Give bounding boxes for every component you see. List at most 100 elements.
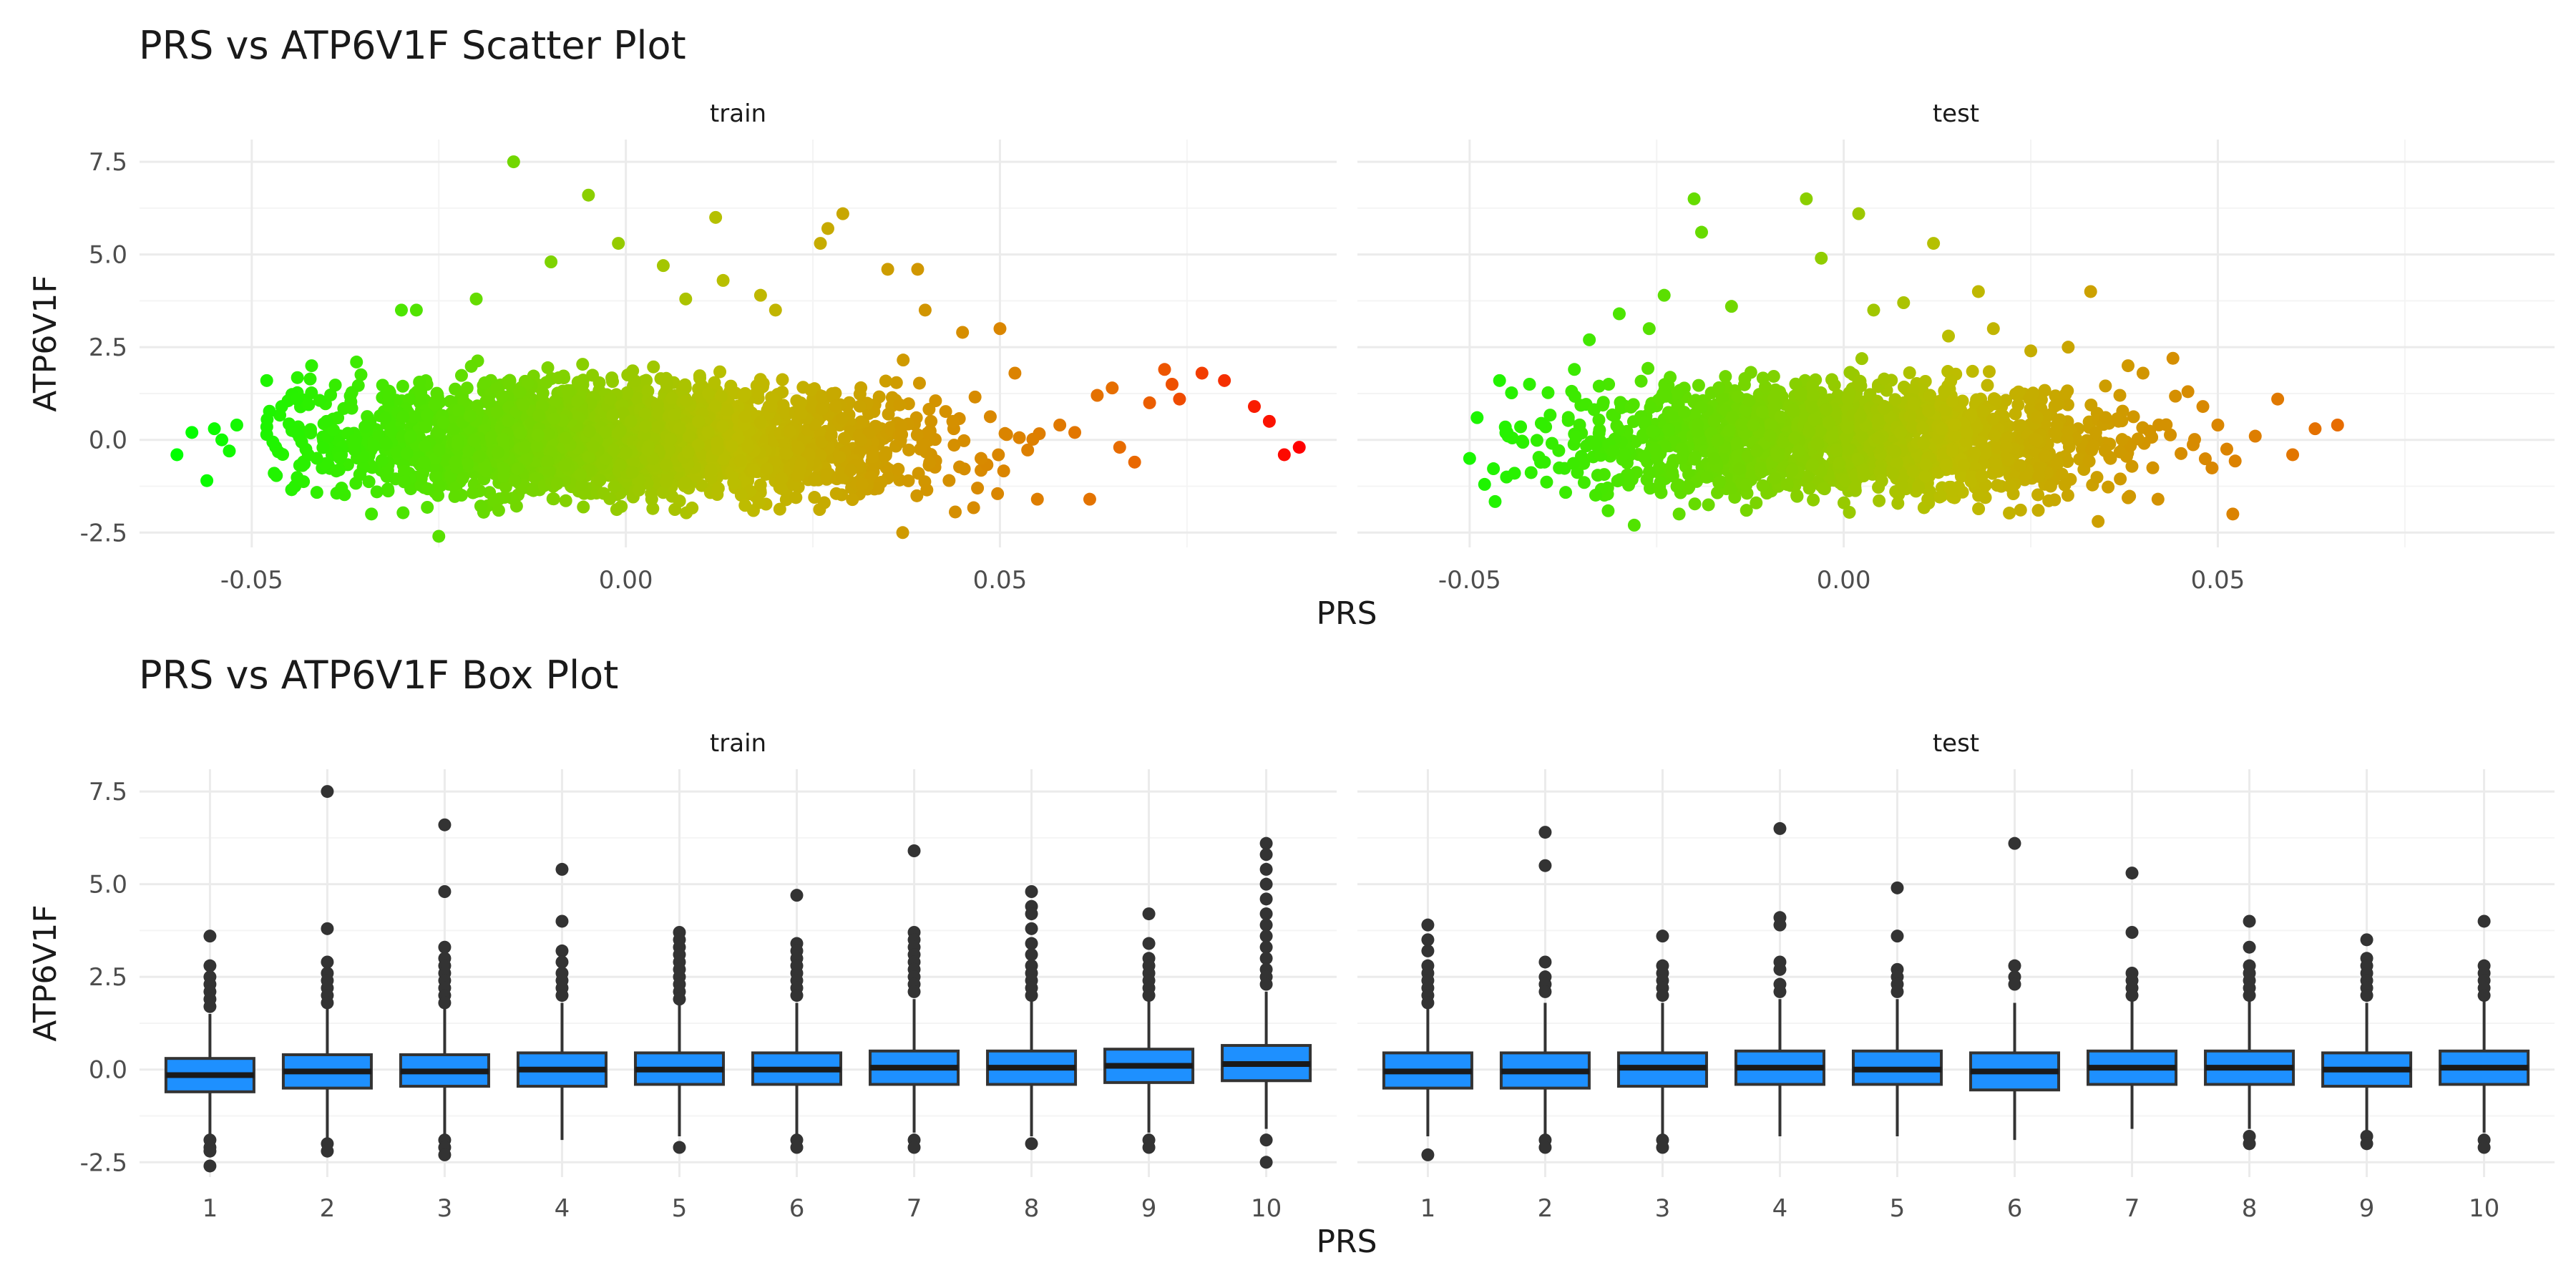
scatter-point — [541, 454, 555, 468]
scatter-point — [794, 396, 807, 409]
scatter-point — [2115, 433, 2129, 447]
scatter-point — [2110, 412, 2124, 426]
scatter-point — [2042, 494, 2056, 507]
scatter-point — [1634, 374, 1648, 388]
scatter-point — [599, 452, 613, 466]
box-outlier — [1259, 952, 1273, 965]
scatter-point — [713, 365, 727, 379]
scatter-point — [1611, 474, 1624, 488]
scatter-point — [507, 155, 520, 169]
scatter-point — [1988, 429, 2001, 442]
scatter-point — [2121, 359, 2135, 373]
scatter-point — [545, 255, 558, 268]
scatter-point — [478, 376, 492, 390]
scatter-point — [1165, 378, 1179, 391]
scatter-point — [2166, 351, 2180, 365]
scatter-point — [593, 474, 607, 487]
scatter-point — [2055, 467, 2069, 481]
scatter-point — [2169, 389, 2182, 403]
scatter-point — [290, 426, 303, 439]
scatter-point — [1534, 416, 1548, 430]
scatter-point — [421, 482, 434, 496]
scatter-point — [1592, 379, 1606, 393]
scatter-point — [838, 431, 852, 445]
scatter-point — [394, 303, 408, 317]
scatter-point — [836, 471, 849, 484]
scatter-point — [1677, 406, 1691, 419]
scatter-point — [1948, 429, 1961, 442]
scatter-point — [902, 474, 915, 487]
scatter-point — [570, 394, 584, 408]
scatter-point — [993, 322, 1007, 336]
box-outlier — [555, 944, 569, 957]
scatter-point — [1733, 462, 1747, 476]
scatter-point — [1715, 391, 1729, 405]
scatter-point — [2187, 438, 2200, 452]
scatter-point — [310, 452, 323, 465]
scatter-point — [844, 464, 857, 477]
scatter-point — [1938, 403, 1952, 416]
scatter-point — [1644, 482, 1657, 495]
scatter-point — [439, 453, 452, 467]
scatter-point — [1918, 469, 1932, 483]
scatter-point — [1670, 387, 1684, 401]
scatter-point — [2090, 471, 2104, 484]
scatter-point — [2099, 411, 2112, 424]
x-tick-label: 7 — [2124, 1194, 2140, 1223]
scatter-point — [2196, 400, 2210, 414]
scatter-point — [1802, 482, 1816, 495]
box-outlier — [438, 885, 452, 898]
box-y-tick-label: 7.5 — [89, 778, 127, 806]
scatter-point — [997, 464, 1010, 478]
scatter-point — [1712, 476, 1726, 489]
scatter-point — [492, 504, 505, 517]
scatter-point — [1487, 462, 1501, 476]
scatter-point — [1601, 504, 1615, 517]
scatter-point — [1848, 481, 1862, 494]
box-y-tick-label: 0.0 — [89, 1056, 127, 1085]
scatter-point — [2009, 407, 2022, 421]
scatter-point — [466, 486, 479, 499]
scatter-point — [2286, 448, 2300, 462]
scatter-point — [918, 303, 932, 317]
scatter-point — [1853, 410, 1867, 424]
scatter-point — [1740, 478, 1753, 492]
scatter-point — [487, 494, 501, 507]
scatter-point — [482, 395, 496, 409]
scatter-point — [2061, 489, 2074, 502]
scatter-point — [304, 426, 318, 440]
scatter-point — [370, 485, 384, 499]
scatter-point — [953, 460, 967, 474]
scatter-point — [1530, 434, 1543, 447]
scatter-point — [660, 371, 673, 385]
scatter-point — [1583, 333, 1596, 346]
scatter-point — [327, 423, 341, 436]
scatter-point — [1644, 401, 1657, 414]
scatter-point — [2089, 426, 2102, 439]
scatter-point — [582, 424, 596, 438]
scatter-point — [502, 414, 515, 428]
scatter-point — [305, 359, 318, 373]
scatter-point — [1825, 429, 1839, 443]
scatter-point — [532, 409, 546, 422]
scatter-point — [1935, 422, 1948, 436]
scatter-point — [815, 389, 829, 403]
scatter-point — [681, 445, 695, 459]
scatter-point — [490, 405, 504, 419]
scatter-point — [1553, 461, 1566, 474]
box-outlier — [1656, 1141, 1669, 1154]
scatter-point — [396, 506, 410, 519]
scatter-point — [432, 530, 446, 543]
box-outlier — [2008, 959, 2021, 972]
scatter-point — [1068, 426, 1082, 439]
scatter-point — [2125, 459, 2139, 473]
scatter-point — [208, 422, 221, 436]
scatter-point — [1662, 423, 1676, 436]
box-outlier — [1025, 937, 1038, 950]
scatter-point — [474, 499, 487, 513]
scatter-point — [820, 468, 834, 482]
box-outlier — [2125, 926, 2139, 939]
box-outlier — [321, 1144, 334, 1158]
scatter-point — [879, 449, 892, 462]
